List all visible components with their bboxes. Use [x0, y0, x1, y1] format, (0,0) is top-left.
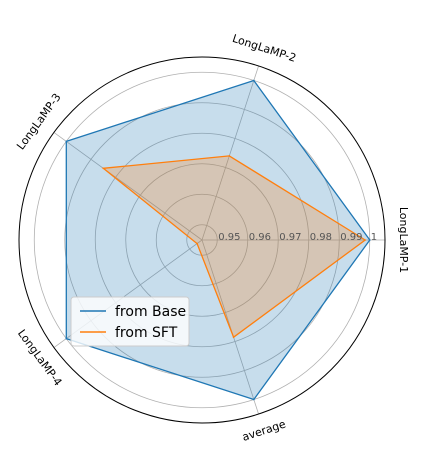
series-0-point-4	[253, 398, 255, 401]
r-tick-label-0: 0.95	[218, 232, 240, 243]
series-1-point-4	[232, 336, 235, 338]
series-1-point-3	[196, 242, 198, 245]
r-tick-label-1: 0.96	[249, 232, 271, 243]
series-0-point-3	[65, 337, 68, 340]
r-tick-label-2: 0.97	[279, 232, 301, 243]
series-line-1	[101, 155, 367, 339]
r-tick-label-3: 0.98	[310, 232, 332, 243]
series-1-point-2	[102, 167, 105, 170]
r-tick-label-5: 1	[371, 232, 377, 243]
legend: from Base from SFT	[70, 296, 190, 347]
series-1-point-1	[228, 155, 231, 157]
axis-label-1: LongLaMP-2	[231, 32, 298, 65]
r-tick-label-4: 0.99	[340, 232, 362, 243]
spoke-1	[201, 65, 259, 241]
series-fill-1	[103, 155, 366, 338]
series-0-point-0	[368, 239, 371, 241]
axis-label-2: LongLaMP-3	[14, 91, 64, 152]
series-0-point-1	[253, 79, 255, 82]
axis-label-4: average	[241, 417, 288, 443]
series-line-0	[65, 79, 371, 401]
outer-frame	[18, 56, 386, 424]
axis-label-0: LongLaMP-1	[397, 207, 410, 273]
series-1-point-0	[364, 239, 366, 241]
spoke-2	[53, 132, 203, 241]
axis-label-3: LongLaMP-4	[15, 327, 65, 388]
legend-label-base: from Base	[115, 304, 186, 320]
legend-label-sft: from SFT	[115, 325, 178, 341]
series-0-point-2	[65, 140, 68, 143]
legend-box	[70, 296, 190, 347]
